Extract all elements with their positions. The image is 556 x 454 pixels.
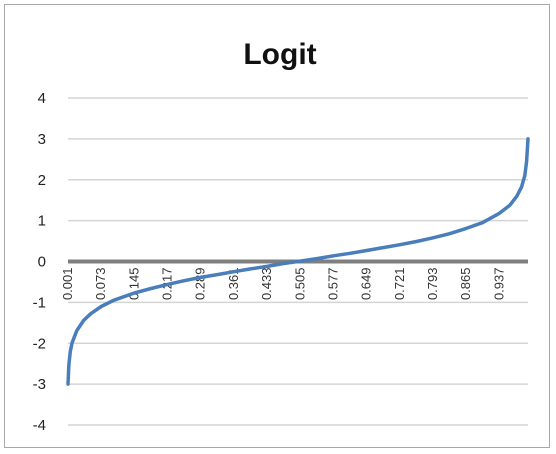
- x-tick-label: 0.289: [193, 268, 208, 301]
- x-tick-label: 0.361: [226, 268, 241, 301]
- y-tick-label: -4: [33, 417, 46, 434]
- y-tick-label: 3: [38, 131, 46, 148]
- series-lines: [66, 137, 530, 386]
- y-tick-label: 4: [38, 90, 46, 107]
- y-tick-label: -1: [33, 294, 46, 311]
- x-tick-label: 0.505: [292, 268, 307, 301]
- y-tick-label: 2: [38, 172, 46, 189]
- chart-frame: [4, 4, 550, 448]
- x-tick-label: 0.577: [325, 268, 340, 301]
- x-tick-label: 0.433: [259, 268, 274, 301]
- gridlines: [68, 97, 528, 426]
- x-axis-tick-labels: 0.001 0.073 0.145 0.217 0.289 0.361 0.433 0.505…: [60, 268, 506, 301]
- x-tick-label: 0.001: [60, 268, 75, 301]
- y-tick-label: -2: [33, 335, 46, 352]
- x-tick-label: 0.721: [392, 268, 407, 301]
- y-tick-label: -3: [33, 376, 46, 393]
- x-tick-label: 0.649: [359, 268, 374, 301]
- x-tick-label: 0.937: [491, 268, 506, 301]
- series-line: [66, 137, 530, 386]
- y-axis-tick-labels: 4 3 2 1 0 -1 -2 -3 -4: [33, 90, 46, 434]
- y-tick-label: 1: [38, 213, 46, 230]
- x-tick-label: 0.865: [458, 268, 473, 301]
- x-tick-label: 0.793: [425, 268, 440, 301]
- x-tick-label: 0.073: [93, 268, 108, 301]
- chart-title: Logit: [243, 38, 316, 71]
- y-tick-label: 0: [38, 254, 46, 271]
